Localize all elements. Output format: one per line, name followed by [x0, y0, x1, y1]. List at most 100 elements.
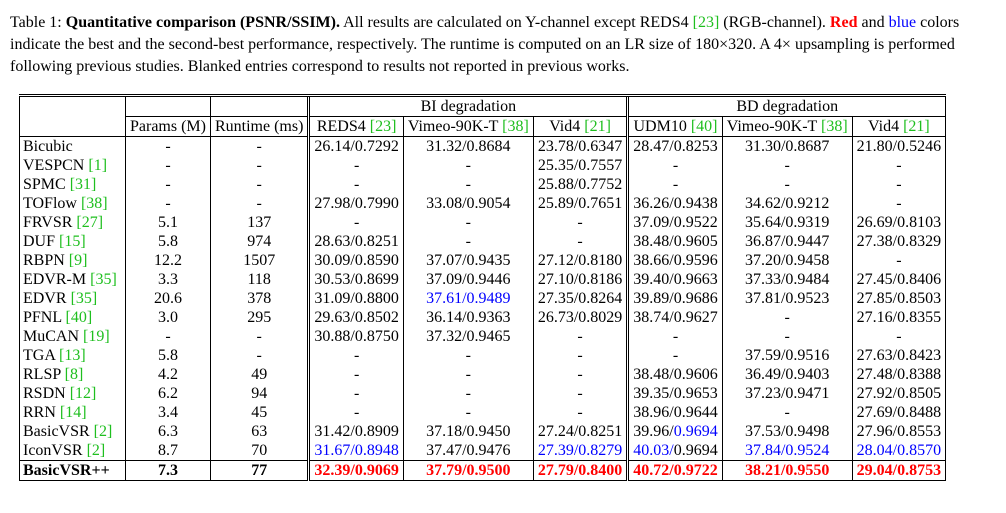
params-cell: 3.0	[125, 308, 211, 327]
metric-cell: 30.09/0.8590	[307, 251, 404, 270]
header-dataset: UDM10 [40]	[626, 116, 723, 137]
metric-cell: -	[721, 327, 853, 346]
metric-cell: -	[851, 156, 947, 175]
header-params: Params (M)	[125, 116, 211, 137]
table-row: Bicubic - -26.14/0.7292 31.32/0.8684 23.78/0…	[19, 136, 947, 156]
table-row: SPMC [31] - - - -25.88/0.7752- - -	[19, 175, 947, 194]
metric-cell: -	[402, 175, 534, 194]
method-cell: TOFlow [38]	[19, 194, 126, 213]
metric-cell: 34.62/0.9212	[721, 194, 853, 213]
metric-cell: 37.79/0.9500	[402, 460, 534, 481]
runtime-cell: 63	[251, 423, 268, 440]
metric-cell: 33.08/0.9054	[402, 194, 534, 213]
runtime-cell: 70	[251, 442, 268, 459]
runtime-cell: 974	[247, 233, 272, 250]
caption-title: Quantitative comparison (PSNR/SSIM).	[65, 14, 340, 31]
method-cell: RBPN [9]	[19, 251, 126, 270]
metric-cell: 37.81/0.9523	[721, 289, 853, 308]
metric-cell: -	[721, 175, 853, 194]
params-cell: -	[125, 327, 211, 346]
params-cell: 3.3	[125, 270, 211, 289]
caption-text-2: (RGB-channel).	[719, 14, 830, 31]
metric-cell: 37.33/0.9484	[721, 270, 853, 289]
method-cell: RSDN [12]	[19, 384, 126, 403]
metric-cell: 28.63/0.8251	[307, 232, 404, 251]
metric-cell: 36.49/0.9403	[721, 365, 853, 384]
method-cell: VESPCN [1]	[19, 156, 126, 175]
method-cell: MuCAN [19]	[19, 327, 126, 346]
table-row: VESPCN [1] - - - -25.35/0.7557- - -	[19, 156, 947, 175]
metric-cell: 27.92/0.8505	[851, 384, 947, 403]
metric-cell: 37.53/0.9498	[721, 422, 853, 441]
metric-cell: 27.98/0.7990	[307, 194, 404, 213]
metric-cell: -	[307, 156, 404, 175]
method-cell: RRN [14]	[19, 403, 126, 422]
metric-cell: 27.69/0.8488	[851, 403, 947, 422]
method-cell: EDVR [35]	[19, 289, 126, 308]
table-caption: Table 1: Quantitative comparison (PSNR/S…	[10, 12, 996, 78]
params-cell: 6.3	[125, 422, 211, 441]
params-cell: 5.1	[125, 213, 211, 232]
header-method	[19, 116, 126, 137]
runtime-cell: 49	[251, 366, 268, 383]
metric-cell: 37.09/0.9522	[626, 213, 723, 232]
params-cell: -	[125, 136, 211, 156]
header-blank-runtime	[210, 94, 309, 117]
runtime-cell: -	[256, 347, 262, 364]
metric-cell: -	[402, 156, 534, 175]
metric-cell: 28.47/0.8253	[626, 136, 723, 156]
metric-cell: -	[532, 232, 628, 251]
metric-cell: 37.09/0.9446	[402, 270, 534, 289]
table-row: TOFlow [38] - -27.98/0.7990 33.08/0.9054 25.…	[19, 194, 947, 213]
caption-label: Table 1:	[10, 14, 62, 31]
metric-cell: -	[307, 384, 404, 403]
metric-cell: 36.14/0.9363	[402, 308, 534, 327]
metric-cell: -	[851, 194, 947, 213]
params-cell: 6.2	[125, 384, 211, 403]
metric-cell: 27.39/0.8279	[532, 441, 628, 461]
params-cell: 7.3	[125, 460, 211, 481]
metric-cell: -	[851, 175, 947, 194]
metric-cell: -	[626, 327, 723, 346]
metric-cell: -	[532, 346, 628, 365]
metric-cell: -	[307, 175, 404, 194]
params-cell: 20.6	[125, 289, 211, 308]
runtime-cell: -	[210, 136, 309, 156]
metric-cell: 37.84/0.9524	[721, 441, 853, 461]
metric-cell: 29.04/0.8753	[851, 460, 947, 481]
metric-cell: 39.35/0.9653	[626, 384, 723, 403]
metric-cell: 25.35/0.7557	[532, 156, 628, 175]
group-header-bd: BD degradation	[626, 94, 947, 117]
metric-cell: -	[721, 308, 853, 327]
metric-cell: 27.12/0.8180	[532, 251, 628, 270]
params-cell: -	[125, 194, 211, 213]
metric-cell: -	[532, 384, 628, 403]
params-cell: 5.8	[125, 346, 211, 365]
method-cell: FRVSR [27]	[19, 213, 126, 232]
header-dataset: Vid4 [21]	[851, 116, 947, 137]
method-cell: PFNL [40]	[19, 308, 126, 327]
table-row: PFNL [40] 3.0 295 29.63/0.8502 36.14/0.9363 2…	[19, 308, 947, 327]
table-row: RBPN [9] 12.2 1507 30.09/0.8590 37.07/0.9435…	[19, 251, 947, 270]
metric-cell: -	[851, 327, 947, 346]
caption-text-4: colors indicate the best and the second-…	[10, 14, 960, 75]
metric-cell: -	[532, 213, 628, 232]
metric-cell: -	[307, 346, 404, 365]
params-cell: 5.8	[125, 232, 211, 251]
header-dataset: Vid4 [21]	[532, 116, 628, 137]
table-row: BasicVSR++ 7.3 77 32.39/0.9069 37.79/0.9500 2…	[19, 460, 947, 481]
runtime-cell: 45	[251, 404, 268, 421]
metric-cell: -	[626, 175, 723, 194]
metric-cell: 27.96/0.8553	[851, 422, 947, 441]
runtime-cell: 77	[210, 460, 309, 481]
metric-cell: 37.32/0.9465	[402, 327, 534, 346]
caption-cite[interactable]: [23]	[692, 14, 720, 31]
runtime-cell: -	[256, 328, 262, 345]
group-header-bi: BI degradation	[307, 94, 628, 117]
method-cell: EDVR-M [35]	[19, 270, 126, 289]
header-dataset: REDS4 [23]	[307, 116, 404, 137]
method-cell: BasicVSR++	[19, 460, 126, 481]
metric-cell: 26.69/0.8103	[851, 213, 947, 232]
runtime-cell: -	[256, 157, 262, 174]
metric-cell: 27.79/0.8400	[532, 460, 628, 481]
